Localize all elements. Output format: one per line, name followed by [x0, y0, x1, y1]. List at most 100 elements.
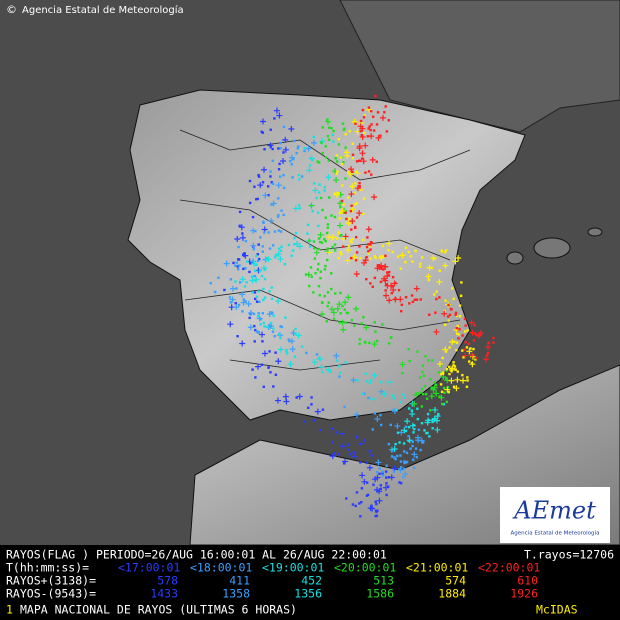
strike: [410, 294, 414, 297]
strike: [234, 280, 237, 283]
strike: [447, 303, 450, 307]
strike: [394, 457, 397, 461]
strike: [260, 274, 264, 278]
strike: [386, 379, 393, 386]
strike: [337, 453, 340, 456]
strike: [295, 332, 302, 339]
strike: [369, 128, 372, 132]
strike: [369, 379, 373, 382]
strike: [332, 140, 335, 143]
strike: [272, 327, 275, 330]
strike: [366, 135, 370, 138]
strike: [404, 295, 408, 299]
strike: [348, 217, 351, 220]
strike: [320, 241, 324, 244]
strike: [362, 142, 369, 149]
strike: [349, 218, 356, 225]
strike: [409, 255, 413, 258]
strike: [312, 182, 316, 185]
strike: [263, 296, 267, 299]
strike: [273, 107, 280, 114]
strike: [390, 292, 393, 295]
strike: [473, 324, 476, 327]
strike: [372, 129, 376, 132]
strike: [323, 185, 326, 189]
strike: [441, 402, 444, 406]
strike: [312, 135, 315, 139]
strike: [451, 287, 454, 290]
strike: [278, 332, 281, 336]
strike: [257, 290, 261, 293]
strike: [262, 298, 265, 302]
strike: [339, 319, 346, 326]
strike: [270, 203, 273, 206]
strike: [332, 317, 336, 320]
strike: [280, 158, 287, 165]
strike: [254, 376, 257, 379]
strike: [369, 257, 372, 260]
strike: [277, 247, 281, 250]
total: T.rayos=12706: [524, 548, 614, 562]
strike: [317, 247, 321, 251]
strike: [449, 307, 453, 311]
strike: [428, 313, 431, 316]
strike: [442, 262, 449, 269]
footer-system: McIDAS: [536, 603, 578, 617]
strike: [373, 321, 376, 324]
interval: <21:00:01: [406, 561, 468, 575]
strike: [275, 298, 282, 305]
strike: [327, 301, 331, 304]
strike: [448, 313, 452, 317]
strike: [346, 443, 350, 446]
strike: [387, 342, 391, 345]
strike: [452, 361, 455, 364]
strike: [253, 291, 257, 294]
strike: [327, 138, 331, 141]
strike: [354, 259, 358, 262]
strike: [342, 203, 345, 206]
strike: [267, 142, 274, 149]
strike: [337, 222, 344, 229]
strike: [236, 265, 239, 268]
strike: [273, 117, 276, 120]
strike: [445, 369, 448, 372]
strike: [457, 337, 460, 340]
strike: [300, 345, 304, 348]
strike: [411, 440, 414, 444]
strike: [351, 503, 355, 506]
strike: [370, 395, 377, 402]
strike: [478, 333, 482, 336]
strike: [321, 126, 325, 129]
strike: [297, 173, 301, 177]
strike: [448, 346, 451, 349]
strike: [255, 263, 258, 267]
strike: [420, 421, 424, 425]
strike: [314, 408, 321, 415]
strike: [277, 229, 281, 232]
strike: [433, 417, 440, 424]
strike: [413, 285, 420, 292]
strike: [429, 409, 432, 412]
strike: [487, 341, 490, 345]
strike: [404, 429, 408, 433]
strike: [326, 233, 333, 240]
strike: [379, 134, 382, 137]
strike: [428, 393, 435, 400]
positive-count: 513: [373, 574, 394, 588]
strike: [383, 292, 390, 299]
strike: [439, 383, 443, 386]
strike: [258, 300, 261, 303]
strike: [334, 157, 337, 160]
strike: [326, 223, 330, 226]
strike: [375, 123, 379, 126]
border: [229, 359, 381, 371]
strike: [313, 249, 320, 256]
strike: [389, 423, 392, 427]
strike: [370, 123, 373, 126]
strike: [416, 417, 420, 421]
strike: [331, 237, 335, 240]
strike: [271, 159, 275, 163]
strike: [277, 214, 280, 217]
strike: [402, 471, 409, 478]
strike: [472, 339, 476, 342]
